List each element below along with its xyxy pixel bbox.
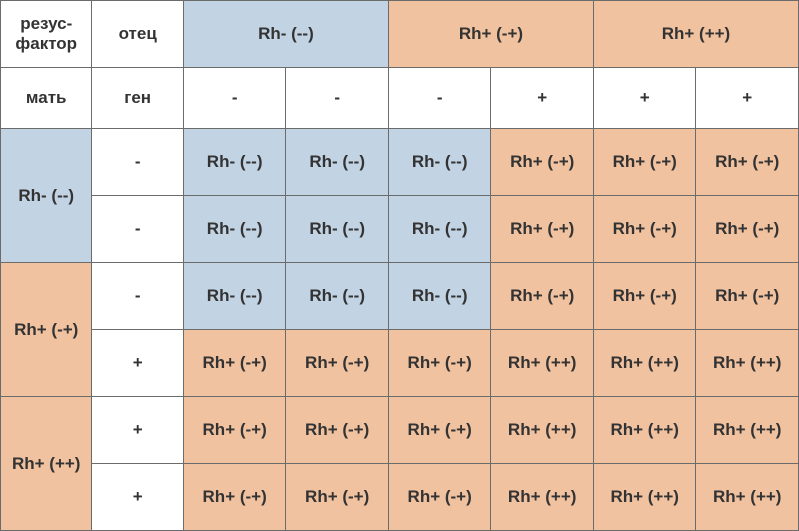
result-cell: Rh+ (++) bbox=[491, 464, 594, 531]
result-cell: Rh+ (-+) bbox=[183, 464, 286, 531]
result-cell: Rh+ (++) bbox=[491, 330, 594, 397]
father-group: Rh+ (++) bbox=[593, 1, 798, 68]
result-cell: Rh+ (++) bbox=[593, 330, 696, 397]
corner-cell: резус-фактор bbox=[1, 1, 92, 68]
result-cell: Rh- (--) bbox=[388, 263, 491, 330]
father-allele: - bbox=[286, 68, 389, 129]
result-cell: Rh+ (++) bbox=[491, 397, 594, 464]
mother-allele: + bbox=[92, 330, 183, 397]
result-cell: Rh+ (-+) bbox=[696, 129, 799, 196]
result-cell: Rh+ (-+) bbox=[388, 397, 491, 464]
father-allele: - bbox=[183, 68, 286, 129]
result-cell: Rh+ (-+) bbox=[593, 263, 696, 330]
result-cell: Rh+ (-+) bbox=[491, 129, 594, 196]
result-cell: Rh+ (++) bbox=[593, 397, 696, 464]
result-cell: Rh+ (-+) bbox=[286, 330, 389, 397]
corner-line1: резус- bbox=[20, 14, 72, 33]
result-cell: Rh+ (++) bbox=[593, 464, 696, 531]
corner-line2: фактор bbox=[15, 34, 77, 53]
result-cell: Rh+ (-+) bbox=[696, 196, 799, 263]
result-cell: Rh+ (-+) bbox=[491, 263, 594, 330]
father-label: отец bbox=[92, 1, 183, 68]
result-cell: Rh+ (-+) bbox=[696, 263, 799, 330]
father-group: Rh- (--) bbox=[183, 1, 388, 68]
result-cell: Rh- (--) bbox=[388, 196, 491, 263]
result-cell: Rh- (--) bbox=[286, 129, 389, 196]
father-group: Rh+ (-+) bbox=[388, 1, 593, 68]
result-cell: Rh+ (-+) bbox=[388, 330, 491, 397]
result-cell: Rh- (--) bbox=[183, 263, 286, 330]
result-cell: Rh- (--) bbox=[286, 196, 389, 263]
father-allele: - bbox=[388, 68, 491, 129]
result-cell: Rh- (--) bbox=[183, 129, 286, 196]
father-allele: + bbox=[696, 68, 799, 129]
result-cell: Rh- (--) bbox=[286, 263, 389, 330]
father-allele: + bbox=[491, 68, 594, 129]
mother-allele: - bbox=[92, 196, 183, 263]
mother-allele: + bbox=[92, 464, 183, 531]
result-cell: Rh+ (-+) bbox=[286, 397, 389, 464]
mother-group: Rh+ (-+) bbox=[1, 263, 92, 397]
result-cell: Rh+ (-+) bbox=[593, 196, 696, 263]
mother-group: Rh- (--) bbox=[1, 129, 92, 263]
result-cell: Rh+ (-+) bbox=[593, 129, 696, 196]
gene-label: ген bbox=[92, 68, 183, 129]
result-cell: Rh+ (++) bbox=[696, 464, 799, 531]
mother-label: мать bbox=[1, 68, 92, 129]
mother-allele: - bbox=[92, 263, 183, 330]
result-cell: Rh+ (-+) bbox=[183, 397, 286, 464]
rh-inheritance-table: резус-факторотецRh- (--)Rh+ (-+)Rh+ (++)… bbox=[0, 0, 799, 531]
mother-allele: + bbox=[92, 397, 183, 464]
father-allele: + bbox=[593, 68, 696, 129]
result-cell: Rh+ (-+) bbox=[491, 196, 594, 263]
result-cell: Rh- (--) bbox=[388, 129, 491, 196]
result-cell: Rh+ (-+) bbox=[286, 464, 389, 531]
result-cell: Rh+ (++) bbox=[696, 397, 799, 464]
mother-allele: - bbox=[92, 129, 183, 196]
result-cell: Rh+ (-+) bbox=[183, 330, 286, 397]
result-cell: Rh- (--) bbox=[183, 196, 286, 263]
result-cell: Rh+ (++) bbox=[696, 330, 799, 397]
result-cell: Rh+ (-+) bbox=[388, 464, 491, 531]
mother-group: Rh+ (++) bbox=[1, 397, 92, 531]
